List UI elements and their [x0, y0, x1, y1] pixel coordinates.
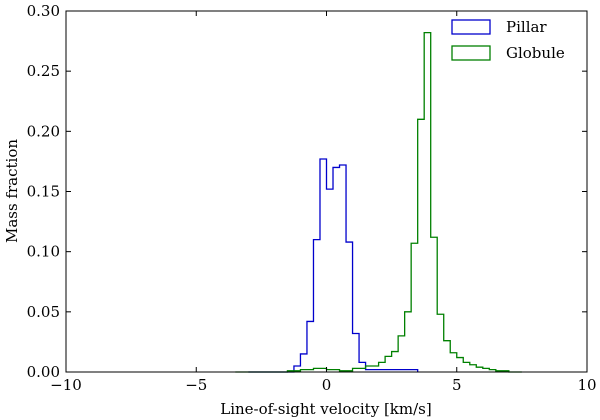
- x-tick-label: 10: [577, 376, 596, 394]
- x-tick-label: 0: [322, 376, 332, 394]
- legend-item-pillar: Pillar: [451, 18, 547, 36]
- x-axis-label: Line-of-sight velocity [km/s]: [220, 400, 431, 418]
- y-tick-label: 0.10: [27, 243, 60, 261]
- y-axis-label: Mass fraction: [3, 139, 21, 243]
- y-tick-label: 0.00: [27, 363, 60, 381]
- legend-label: Globule: [506, 44, 565, 62]
- series-globule-histogram: [235, 32, 522, 373]
- x-tick-label: −10: [50, 376, 82, 394]
- y-tick-label: 0.25: [27, 62, 60, 80]
- legend-item-globule: Globule: [451, 44, 565, 62]
- plot-area: [66, 11, 587, 372]
- series-layer: [235, 32, 522, 373]
- series-pillar-histogram: [248, 158, 419, 373]
- axes-layer: −10 −5 0 5 10 0.00 0.05 0.10 0.15 0.20 0.25 0.30: [27, 2, 597, 394]
- legend: Pillar Globule: [451, 18, 565, 62]
- legend-swatch: [451, 19, 491, 35]
- y-tick-label: 0.20: [27, 122, 60, 140]
- x-tick-label: 5: [452, 376, 462, 394]
- legend-swatch: [451, 45, 491, 61]
- x-tick-label: −5: [185, 376, 207, 394]
- plot-frame: [65, 10, 588, 373]
- legend-label: Pillar: [506, 18, 547, 36]
- y-tick-label: 0.05: [27, 303, 60, 321]
- y-tick-label: 0.15: [27, 183, 60, 201]
- y-tick-label: 0.30: [27, 2, 60, 20]
